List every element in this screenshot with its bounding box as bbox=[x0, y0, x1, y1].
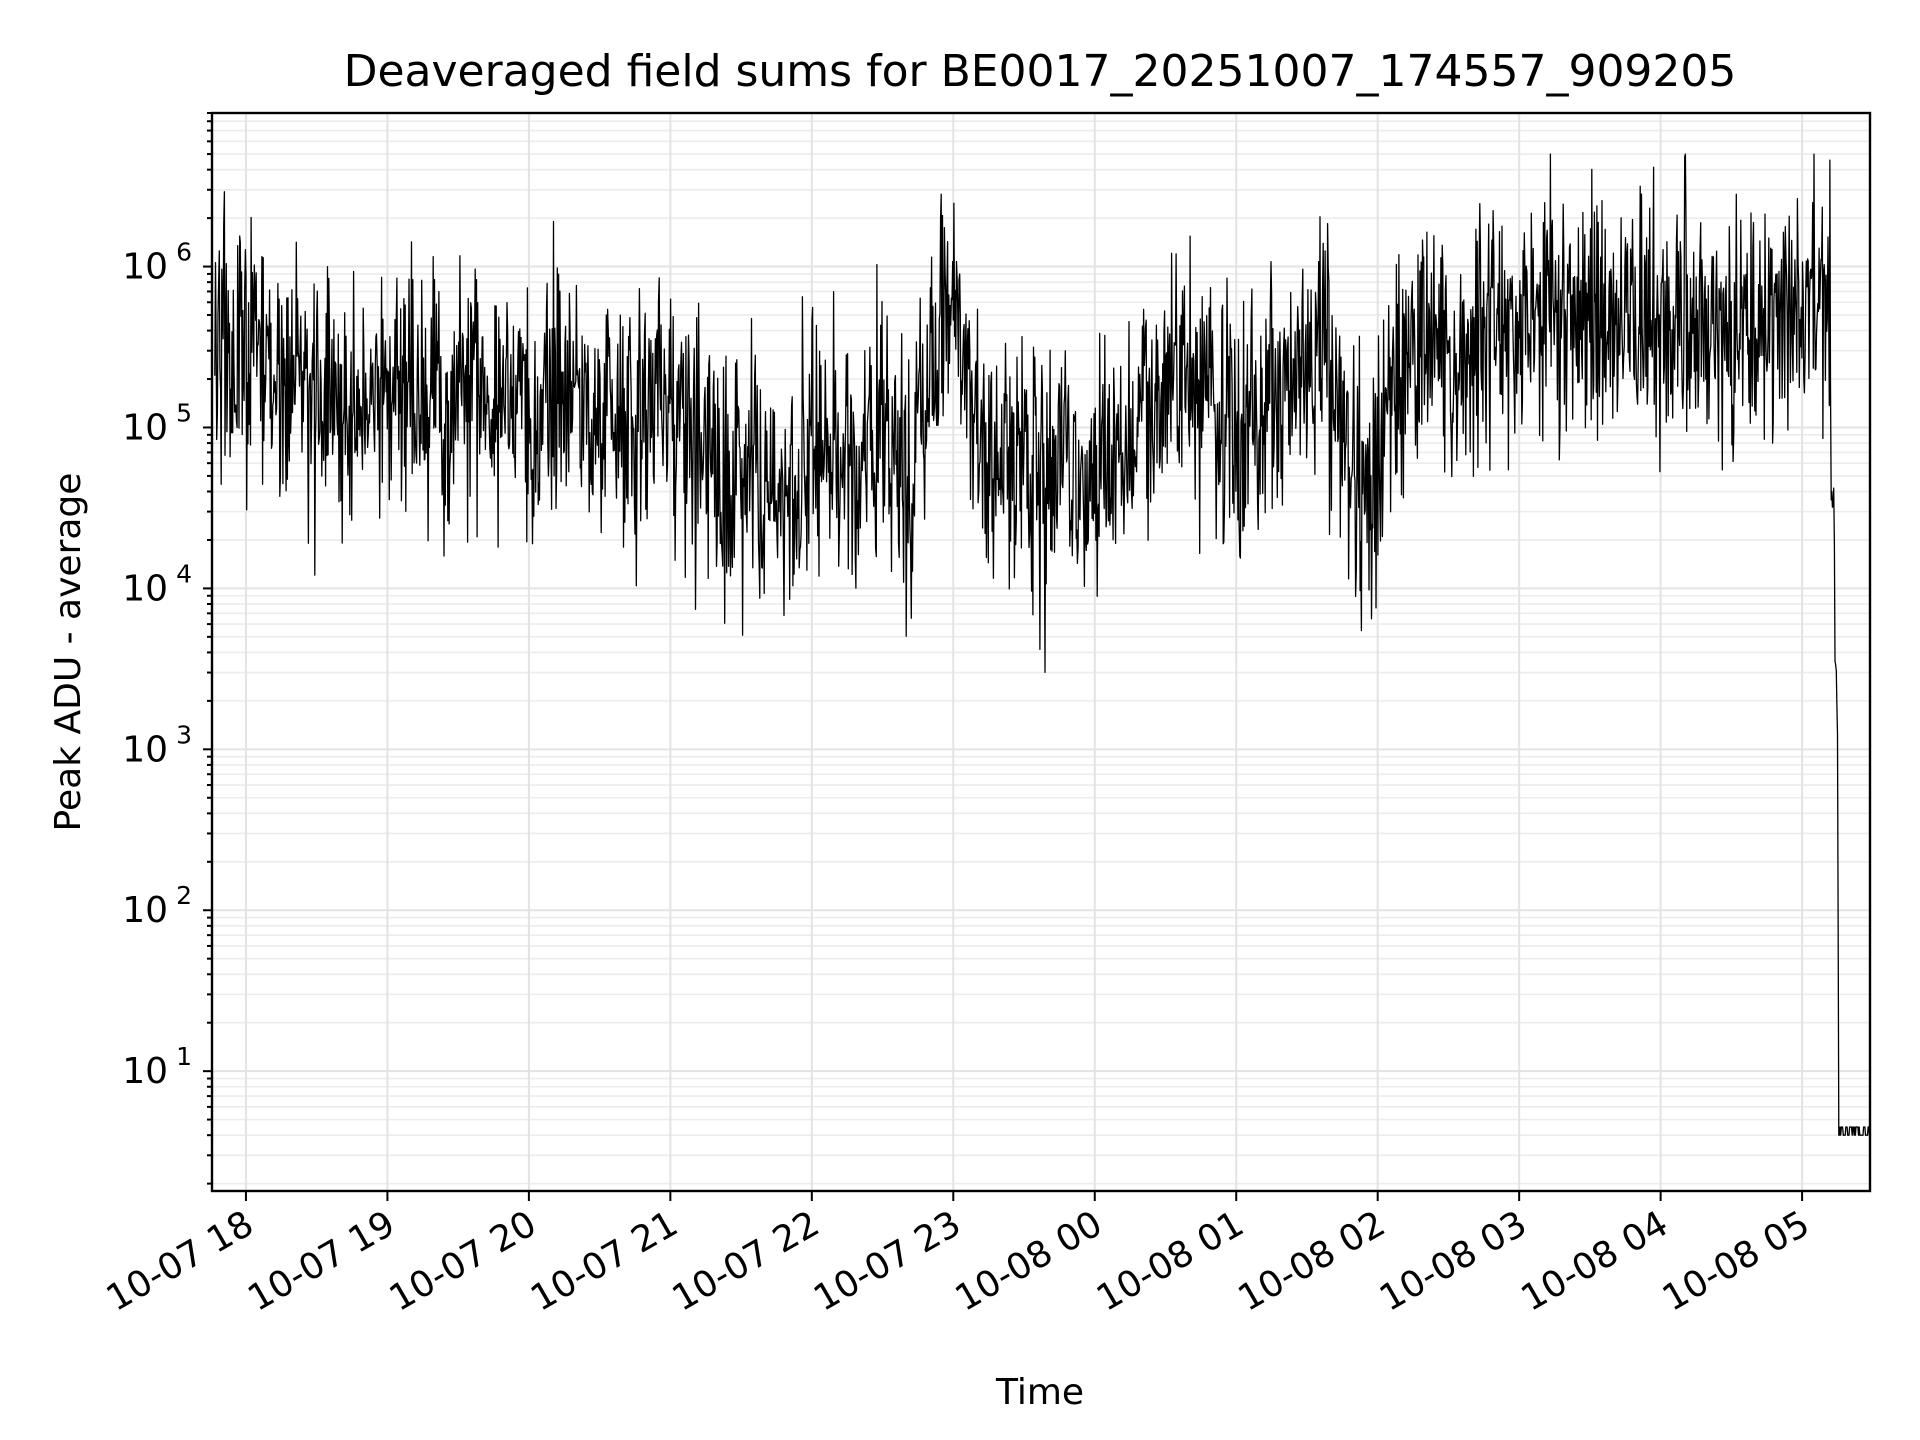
x-tick-label: 10-08 05 bbox=[1656, 1203, 1817, 1319]
series-layer bbox=[214, 153, 1871, 1136]
x-tick-label: 10-07 19 bbox=[241, 1203, 402, 1319]
y-tick-exponent: 6 bbox=[176, 238, 192, 267]
x-tick-label: 10-08 04 bbox=[1514, 1203, 1675, 1319]
x-tick-label: 10-08 01 bbox=[1090, 1203, 1251, 1319]
x-tick-label: 10-07 21 bbox=[524, 1203, 685, 1319]
y-tick-label: 10 bbox=[122, 1051, 168, 1092]
y-tick-exponent: 1 bbox=[176, 1042, 192, 1071]
y-tick-label: 10 bbox=[122, 568, 168, 609]
x-tick-label: 10-08 00 bbox=[949, 1203, 1110, 1319]
x-axis-label: Time bbox=[995, 1372, 1084, 1413]
chart-title: Deaveraged field sums for BE0017_2025100… bbox=[344, 46, 1737, 97]
y-axis: 10 1 10 2 10 3 10 4 10 5 10 6 bbox=[122, 112, 212, 1185]
y-tick-exponent: 3 bbox=[176, 720, 192, 749]
x-tick-label: 10-07 18 bbox=[100, 1203, 261, 1319]
y-axis-label: Peak ADU - average bbox=[48, 473, 89, 832]
y-tick-label: 10 bbox=[122, 890, 168, 931]
x-tick-label: 10-07 22 bbox=[666, 1203, 827, 1319]
x-tick-label: 10-07 20 bbox=[383, 1203, 544, 1319]
y-tick-exponent: 5 bbox=[176, 398, 192, 427]
x-tick-label: 10-08 03 bbox=[1373, 1203, 1534, 1319]
x-tick-label: 10-08 02 bbox=[1232, 1203, 1393, 1319]
series-line bbox=[214, 153, 1871, 1136]
y-tick-label: 10 bbox=[122, 729, 168, 770]
y-tick-exponent: 2 bbox=[176, 881, 192, 910]
y-tick-label: 10 bbox=[122, 407, 168, 448]
x-tick-label: 10-07 23 bbox=[807, 1203, 968, 1319]
y-tick-label: 10 bbox=[122, 247, 168, 288]
y-tick-exponent: 4 bbox=[176, 559, 192, 588]
